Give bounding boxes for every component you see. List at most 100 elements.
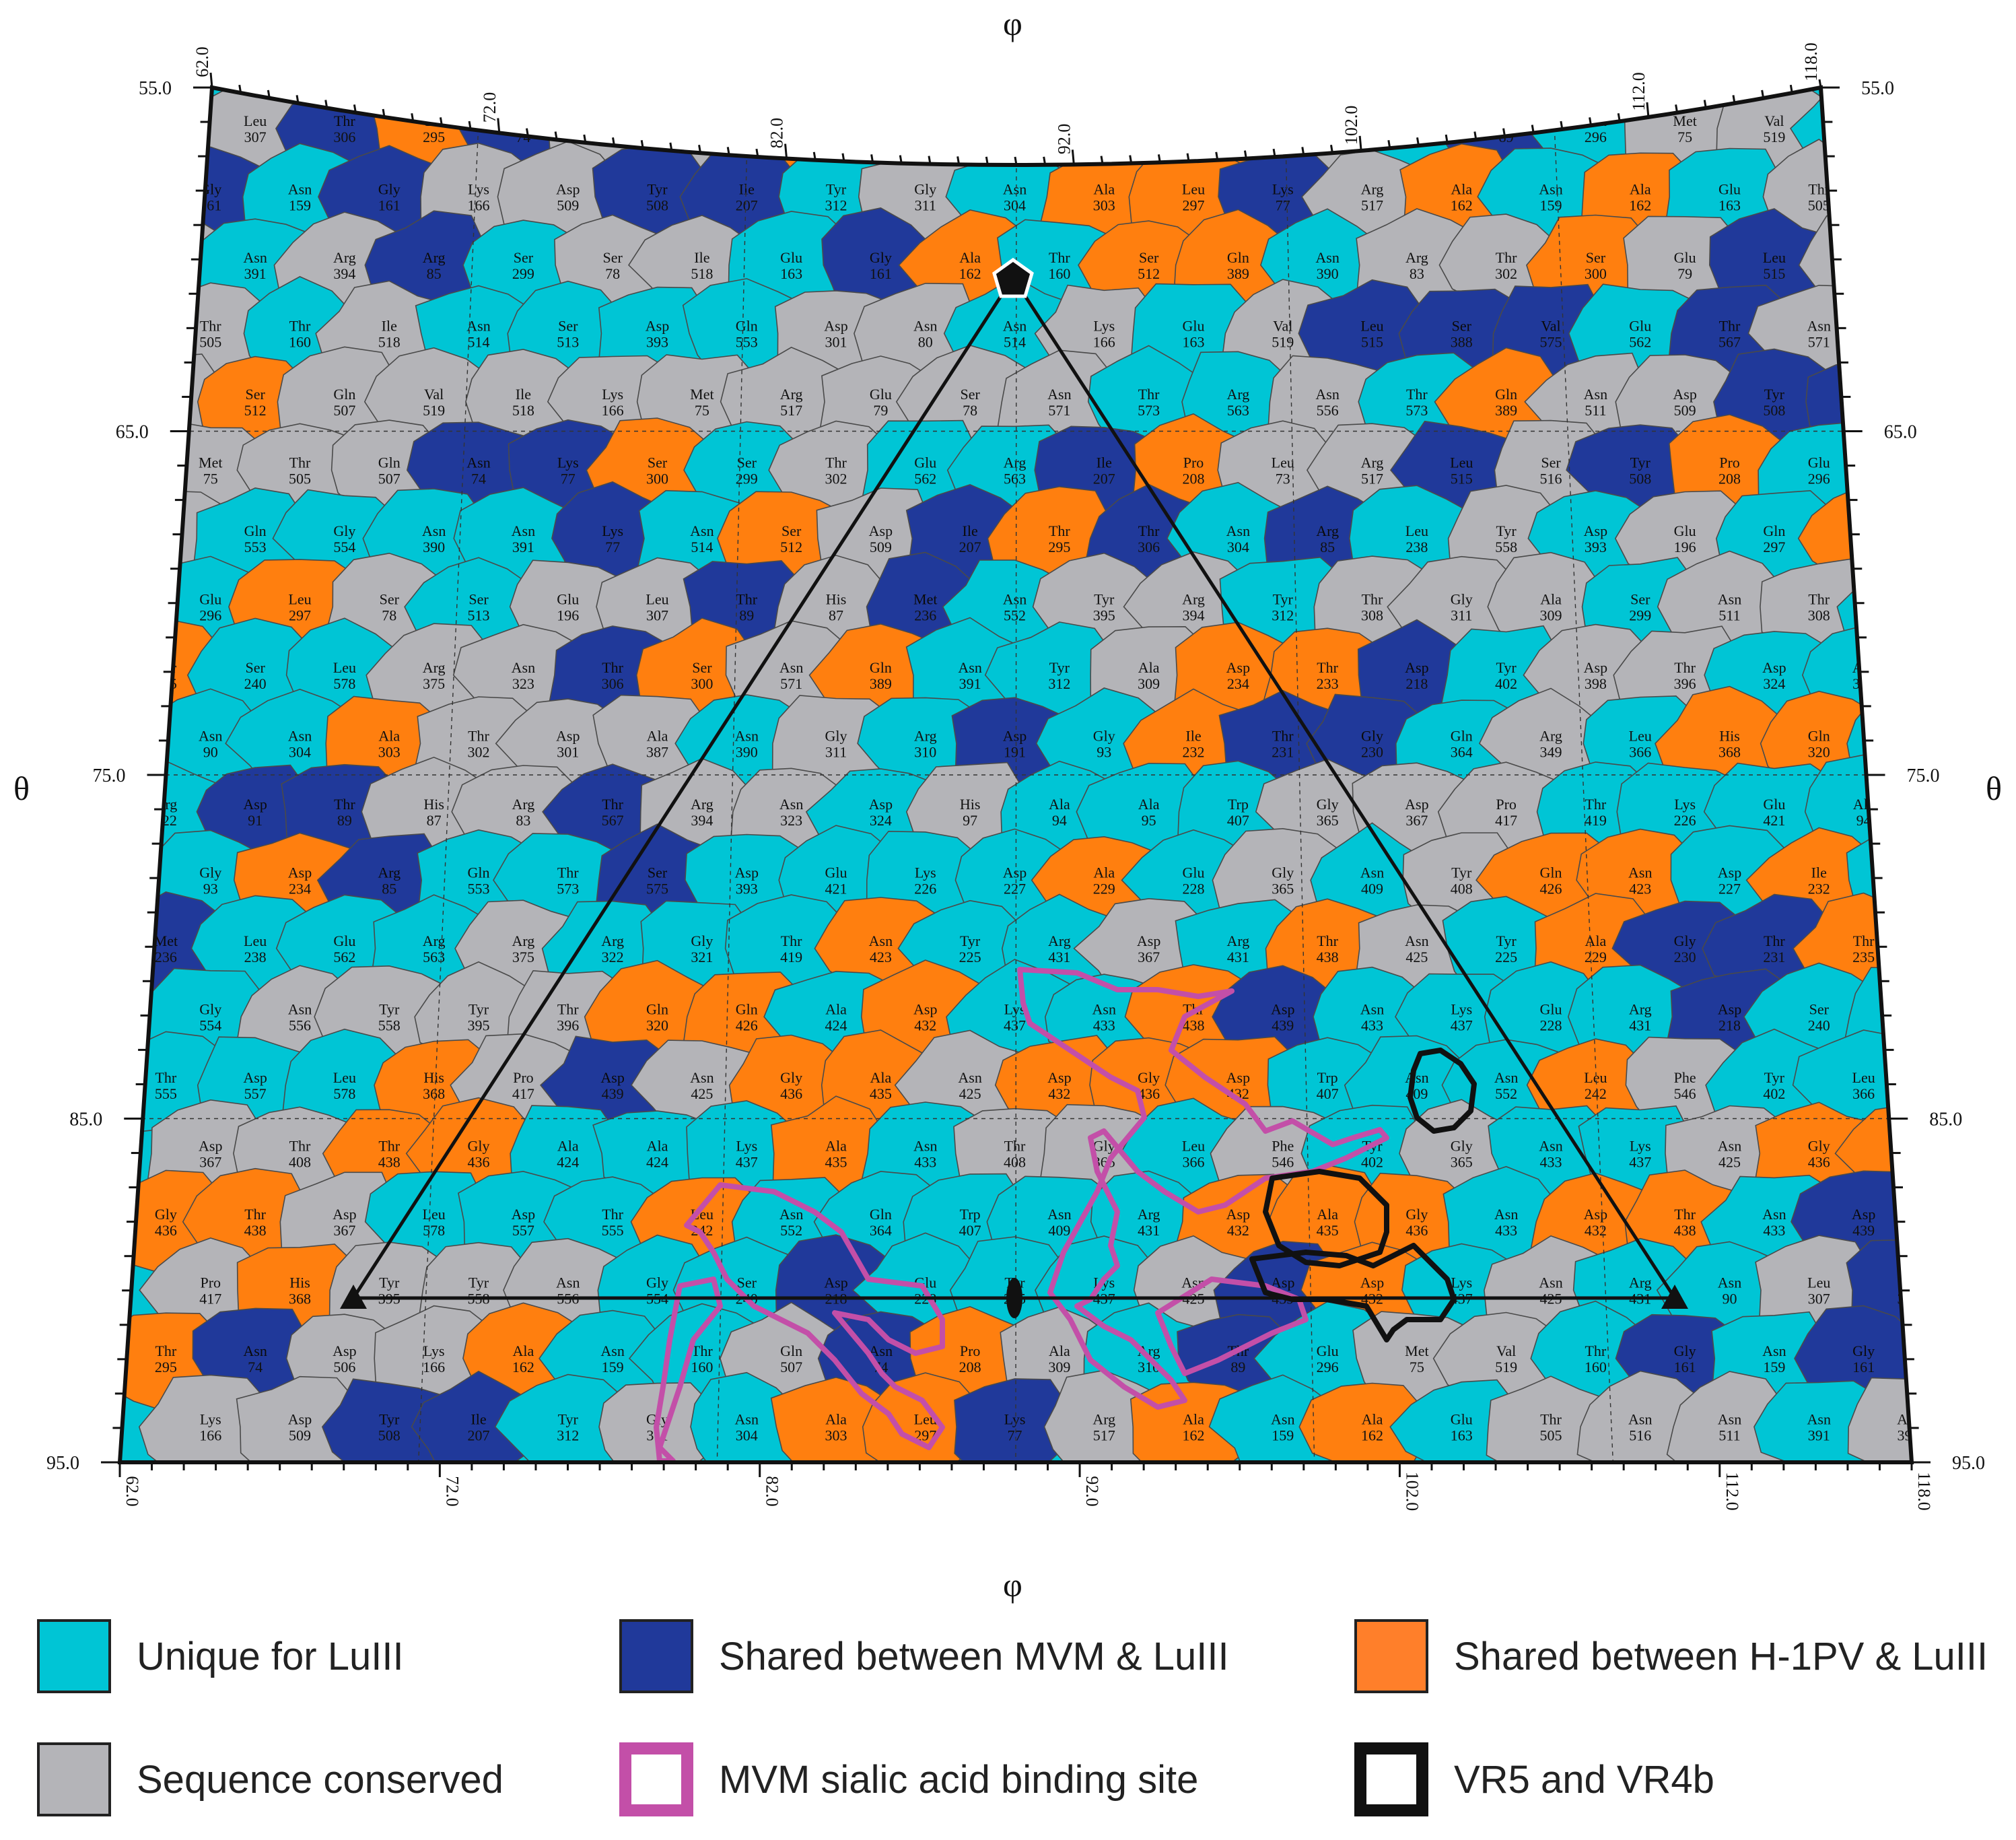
tick-mark (784, 143, 788, 159)
tick-mark (1617, 113, 1621, 122)
residue-number: 160 (959, 129, 981, 145)
residue-name: Leu (288, 590, 311, 607)
residue-name: Leu (1763, 249, 1786, 266)
residue-name: Tyr (1094, 590, 1115, 607)
residue-number: 365 (1317, 812, 1339, 829)
phi-tick-label-bottom: 118.0 (1914, 1472, 1934, 1511)
tick-mark (841, 153, 845, 162)
residue-number: 95 (1901, 880, 1916, 897)
residue-name: Asn (512, 112, 535, 129)
residue-name: Phe (1272, 1137, 1294, 1154)
residue-name: Arg (1226, 932, 1249, 949)
grid-line (1552, 88, 1614, 1462)
residue-number: 225 (1495, 949, 1517, 965)
tick-mark (267, 90, 271, 99)
theta-tick-label-left: 75.0 (93, 765, 126, 786)
residue-number: 303 (1898, 470, 1920, 487)
residue-name: Asn (154, 112, 178, 129)
residue-name: Ala (1138, 659, 1160, 676)
residue-number: 85 (427, 265, 442, 282)
residue-number: 299 (1629, 607, 1651, 623)
residue-name: Lys (602, 522, 623, 539)
residue-name: Gln (736, 1000, 758, 1017)
residue-name: Thr (244, 1206, 266, 1223)
residue-name: Ile (1185, 727, 1201, 744)
residue-name: Asn (466, 317, 490, 334)
residue-name: Arg (423, 659, 446, 676)
residue-number: 297 (1763, 539, 1785, 555)
tick-mark (812, 151, 816, 161)
tick-mark (1675, 104, 1679, 113)
residue-number: 426 (1540, 880, 1562, 897)
residue-name: Ile (739, 180, 755, 197)
residue-number: 438 (1317, 949, 1339, 965)
residue-name: Asp (1584, 522, 1607, 539)
theta-tick-label-right: 95.0 (1952, 1453, 1985, 1474)
residue-name: Val (424, 386, 444, 403)
residue-number: 207 (468, 1427, 490, 1443)
residue-name: Glu (1674, 522, 1696, 539)
residue-name: Lys (423, 1342, 445, 1359)
residue-name: Tyr (960, 932, 981, 949)
residue-number: 365 (1451, 1153, 1473, 1170)
legend-label-unique: Unique for LuIII (137, 1634, 404, 1678)
residue-number: 232 (1808, 880, 1830, 897)
tick-mark (957, 156, 961, 165)
residue-name: Asp (1226, 1206, 1250, 1223)
residue-name: Gly (1674, 932, 1696, 949)
residue-number: 227 (1718, 880, 1741, 897)
residue-name: Leu (333, 1069, 356, 1086)
residue-name: Thr (334, 112, 355, 129)
residue-number: 162 (1451, 197, 1473, 213)
residue-number: 517 (780, 402, 802, 419)
residue-name: Asn (1494, 1206, 1518, 1223)
residue-number: 390 (423, 539, 445, 555)
theta-tick-label-left: 95.0 (46, 1453, 79, 1474)
residue-number: 396 (557, 1017, 579, 1033)
residue-name: Thr (1138, 522, 1160, 539)
residue-number: 407 (1227, 812, 1249, 829)
residue-name: Glu (780, 249, 802, 266)
residue-number: 516 (1852, 265, 1875, 282)
residue-number: 424 (825, 1017, 847, 1033)
residue-number: 159 (870, 129, 892, 145)
tick-mark (1445, 134, 1449, 143)
residue-cell-shape (1845, 284, 1912, 388)
tick-mark (1186, 153, 1190, 162)
residue-number: 240 (1808, 1017, 1830, 1033)
residue-name: Asp (1405, 659, 1428, 676)
residue-number: 505 (289, 470, 311, 487)
residue-name: Thr (289, 317, 311, 334)
residue-number: 78 (605, 265, 620, 282)
residue-name: Arg (154, 522, 177, 539)
tick-mark (1646, 102, 1650, 118)
residue-name: Asn (869, 932, 893, 949)
residue-name: His (960, 796, 981, 813)
residue-name: His (423, 1069, 444, 1086)
residue-name: Gln (1763, 522, 1785, 539)
residue-cells: Asn90Leu307Thr306Thr295Asn74Asp506Lys166… (120, 88, 1920, 1462)
residue-name: Glu (1540, 1000, 1562, 1017)
tick-mark (985, 156, 989, 166)
phi-tick-label-bottom: 112.0 (1723, 1472, 1742, 1511)
tick-mark (1071, 149, 1075, 165)
tick-mark (1301, 147, 1305, 156)
residue-number: 301 (825, 333, 847, 350)
residue-number: 514 (691, 539, 713, 555)
residue-number: 391 (244, 265, 267, 282)
residue-name: Ala (557, 1137, 579, 1154)
residue-name: Asp (243, 796, 267, 813)
residue-name: His (826, 590, 847, 607)
residue-name: Ser (648, 864, 668, 881)
residue-number: 324 (1763, 675, 1785, 692)
residue-number: 309 (1540, 607, 1562, 623)
tick-mark (1272, 148, 1276, 158)
residue-name: Val (1764, 112, 1784, 129)
tick-mark (324, 100, 328, 108)
residue-name: Asn (1896, 180, 1920, 197)
residue-name: Gly (1405, 1206, 1428, 1223)
residue-number: 307 (646, 607, 668, 623)
